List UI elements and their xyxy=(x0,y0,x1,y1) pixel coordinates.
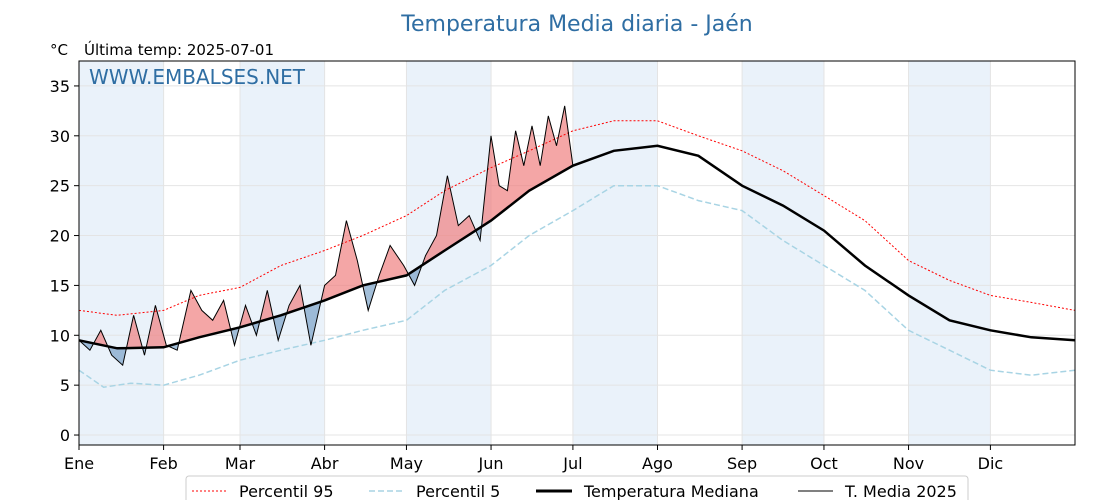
legend-median-label: Temperatura Mediana xyxy=(583,482,759,500)
legend-p5-label: Percentil 5 xyxy=(416,482,500,500)
x-tick-label: Feb xyxy=(149,454,177,473)
fill-below-median xyxy=(304,297,322,346)
month-band-Sep xyxy=(742,61,824,445)
legend-current-label: T. Media 2025 xyxy=(844,482,957,500)
y-tick-label: 10 xyxy=(50,326,70,345)
fill-above-median xyxy=(94,330,110,349)
plot-frame xyxy=(78,60,1076,446)
fill-above-median xyxy=(287,285,305,313)
watermark: WWW.EMBALSES.NET xyxy=(89,65,306,89)
x-tick-label: Jun xyxy=(478,454,504,473)
x-tick-label: Abr xyxy=(311,454,339,473)
y-axis: 0 5 10 15 20 25 30 35 xyxy=(50,77,79,445)
y-tick-label: 35 xyxy=(50,77,70,96)
x-tick-label: Ago xyxy=(642,454,673,473)
x-tick-label: Dic xyxy=(978,454,1004,473)
fill-above-median xyxy=(239,305,253,328)
x-tick-label: Ene xyxy=(64,454,94,473)
y-tick-label: 25 xyxy=(50,177,70,196)
month-band-Jul xyxy=(572,61,658,445)
month-band-Nov xyxy=(908,61,991,445)
fill-above-median xyxy=(377,245,410,282)
month-band-Mar xyxy=(239,61,325,445)
x-tick-label: Oct xyxy=(810,454,838,473)
x-tick-label: May xyxy=(390,454,423,473)
x-tick-label: Sep xyxy=(727,454,757,473)
x-tick-label: Nov xyxy=(893,454,924,473)
anomaly-fills xyxy=(79,105,573,366)
line-percentil-95 xyxy=(78,120,1076,316)
y-tick-label: 20 xyxy=(50,227,70,246)
fill-below-median xyxy=(364,279,378,311)
x-tick-label: Jul xyxy=(562,454,582,473)
month-band-Ene xyxy=(79,61,164,445)
fill-below-median xyxy=(231,325,240,346)
y-tick-label: 15 xyxy=(50,276,70,295)
fill-below-median xyxy=(409,262,423,286)
fill-above-median xyxy=(179,290,232,343)
y-tick-label: 5 xyxy=(60,376,70,395)
fill-above-median xyxy=(422,175,477,265)
last-temp-label: Última temp: 2025-07-01 xyxy=(84,40,274,59)
legend-p95-label: Percentil 95 xyxy=(239,482,334,500)
fill-below-median xyxy=(109,346,127,366)
grid-lines xyxy=(78,61,1075,445)
y-tick-label: 0 xyxy=(60,426,70,445)
y-tick-label: 30 xyxy=(50,127,70,146)
x-axis: Ene Feb Mar Abr May Jun Jul Ago Sep Oct Nov Dic xyxy=(64,445,1003,473)
x-tick-label: Mar xyxy=(225,454,256,473)
line-percentil-5 xyxy=(78,184,1076,388)
month-bands xyxy=(79,61,991,445)
line-t-media-2025 xyxy=(78,105,574,367)
fill-above-median xyxy=(126,315,144,351)
fill-above-median xyxy=(321,220,365,302)
unit-label: °C xyxy=(50,41,68,59)
legend-frame xyxy=(185,475,969,500)
legend: Percentil 95 Percentil 5 Temperatura Med… xyxy=(185,475,969,500)
fill-above-median xyxy=(260,290,275,322)
month-band-May xyxy=(406,61,492,445)
series-lines xyxy=(78,105,1076,388)
fill-above-median xyxy=(482,105,573,226)
chart-title: Temperatura Media diaria - Jaén xyxy=(400,12,752,37)
